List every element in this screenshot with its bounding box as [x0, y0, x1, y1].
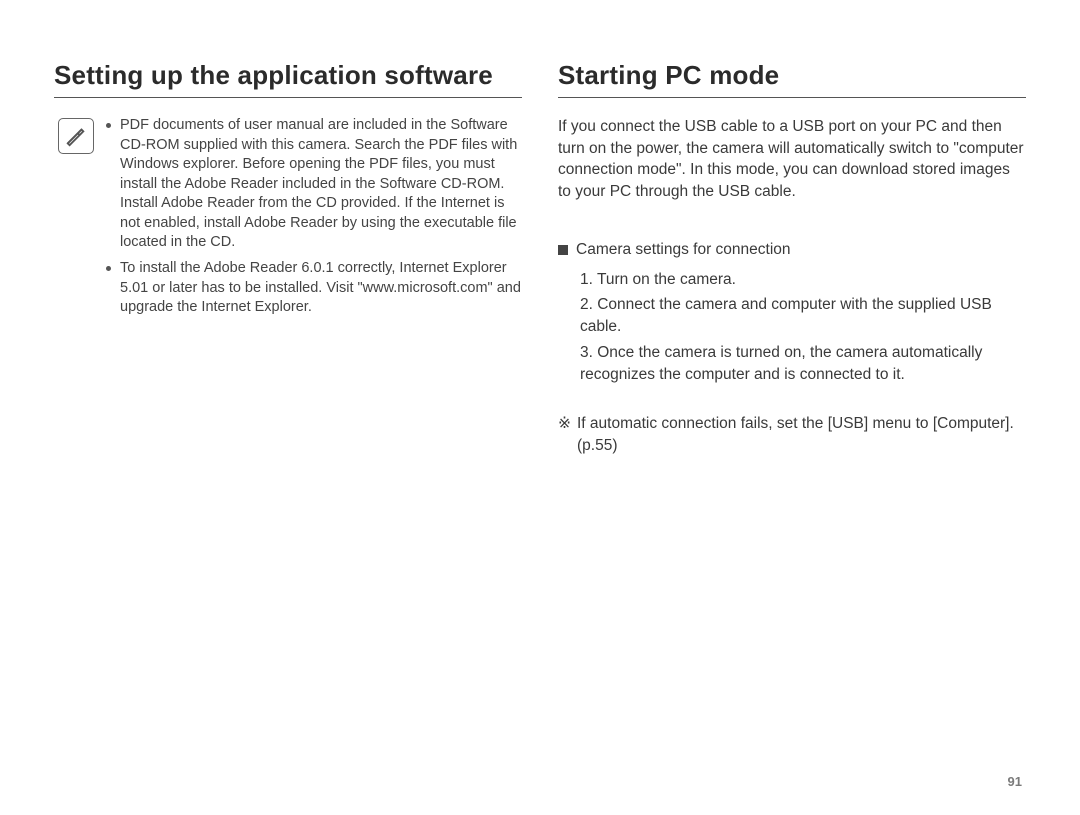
step-number: 3.: [580, 344, 597, 361]
square-bullet-icon: [558, 245, 568, 255]
left-section-heading: Setting up the application software: [54, 60, 522, 98]
page-number: 91: [1008, 774, 1022, 789]
intro-paragraph: If you connect the USB cable to a USB po…: [558, 116, 1026, 203]
note-bullet-text: To install the Adobe Reader 6.0.1 correc…: [120, 260, 521, 315]
right-column: Starting PC mode If you connect the USB …: [558, 60, 1026, 457]
two-column-layout: Setting up the application software PDF …: [54, 60, 1026, 457]
steps-list: 1. Turn on the camera. 2. Connect the ca…: [558, 269, 1026, 385]
manual-page: Setting up the application software PDF …: [0, 0, 1080, 815]
step-text: Turn on the camera.: [597, 271, 736, 288]
left-column: Setting up the application software PDF …: [54, 60, 522, 457]
step-item: 2. Connect the camera and computer with …: [580, 294, 1026, 337]
note-bullet-list: PDF documents of user manual are include…: [106, 116, 522, 318]
note-bullet-item: To install the Adobe Reader 6.0.1 correc…: [106, 259, 522, 318]
note-bullet-item: PDF documents of user manual are include…: [106, 116, 522, 253]
note-body: PDF documents of user manual are include…: [106, 116, 522, 324]
step-number: 2.: [580, 296, 597, 313]
right-section-heading: Starting PC mode: [558, 60, 1026, 98]
step-text: Once the camera is turned on, the camera…: [580, 344, 982, 383]
subheading-text: Camera settings for connection: [576, 241, 791, 259]
footnote-row: ※ If automatic connection fails, set the…: [558, 413, 1026, 456]
footnote-mark: ※: [558, 413, 571, 456]
footnote-text: If automatic connection fails, set the […: [577, 413, 1026, 456]
note-icon: [58, 118, 94, 154]
note-bullet-text: PDF documents of user manual are include…: [120, 117, 517, 250]
subheading-row: Camera settings for connection: [558, 241, 1026, 259]
note-block: PDF documents of user manual are include…: [54, 116, 522, 324]
step-item: 1. Turn on the camera.: [580, 269, 1026, 291]
step-text: Connect the camera and computer with the…: [580, 296, 992, 335]
step-number: 1.: [580, 271, 597, 288]
step-item: 3. Once the camera is turned on, the cam…: [580, 342, 1026, 385]
